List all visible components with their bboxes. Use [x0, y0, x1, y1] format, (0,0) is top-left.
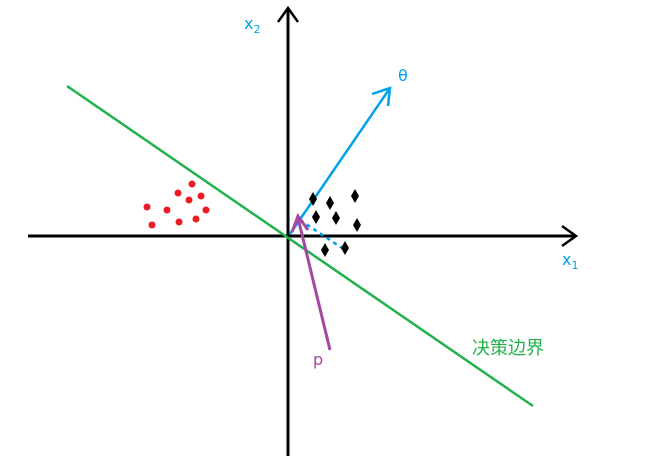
black-point [312, 210, 320, 224]
red-point [188, 180, 196, 188]
red-points [143, 180, 210, 229]
y-axis [276, 5, 300, 456]
decision-boundary-line [66, 84, 534, 408]
black-point [353, 218, 361, 232]
black-point [332, 211, 340, 225]
theta-label: θ [398, 66, 408, 85]
projection-dashed-line [299, 218, 346, 252]
x1-axis-label: x1 [562, 250, 578, 272]
p-vector [290, 212, 332, 351]
red-point [192, 215, 200, 223]
black-point [321, 243, 329, 257]
red-point [185, 196, 193, 204]
x1-label-subscript: 1 [571, 259, 579, 273]
red-point [143, 203, 151, 211]
black-point [326, 196, 334, 210]
black-point [341, 241, 349, 255]
black-point [309, 192, 317, 206]
black-point [351, 189, 359, 203]
red-point [197, 192, 205, 200]
x2-axis-label: x2 [244, 14, 260, 36]
red-point [202, 206, 210, 214]
red-point [175, 218, 183, 226]
x2-label-subscript: 2 [253, 23, 261, 37]
black-points [309, 189, 361, 257]
red-point [174, 189, 182, 197]
red-point [163, 206, 171, 214]
p-label: p [313, 350, 324, 369]
decision-boundary-label: 决策边界 [472, 338, 544, 359]
x2-label-text: x [244, 14, 254, 33]
x1-label-text: x [562, 250, 572, 269]
red-point [148, 221, 156, 229]
theta-vector [288, 86, 392, 235]
